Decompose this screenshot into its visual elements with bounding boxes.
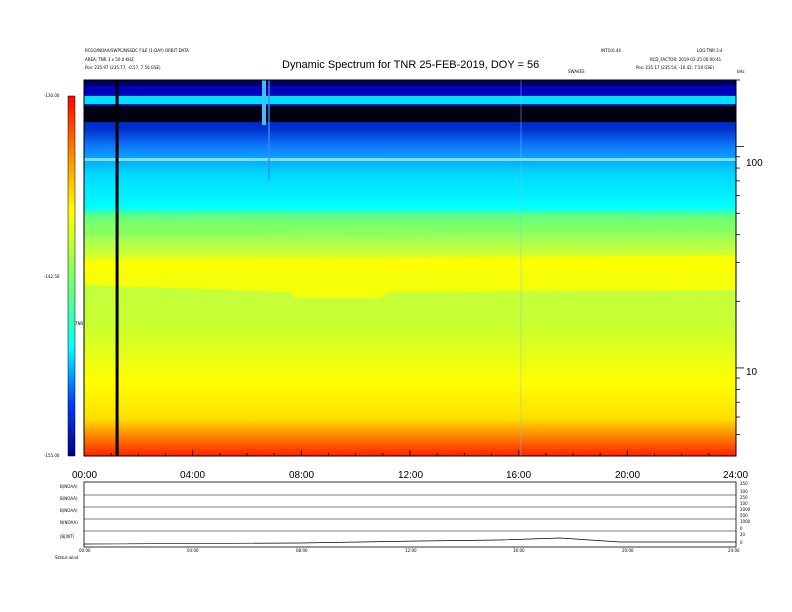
- y-tick-label-100: 100: [746, 158, 763, 169]
- subpanel-label: B(NOAA): [60, 496, 78, 501]
- y-ticks: [736, 79, 744, 435]
- top-band-black: [84, 106, 736, 122]
- subpanel-right-tick: 2000: [740, 507, 751, 512]
- subpanel-right-tick: 1000: [740, 519, 751, 524]
- subpanel-right-tick: 20: [740, 532, 746, 537]
- header-left-line2: AREA: TNR 3 x 50.0 KHZ: [85, 57, 134, 62]
- colorbar-units: TNR: [75, 321, 84, 326]
- subpanel-time-label: 00:00: [79, 548, 91, 553]
- colorbar: [67, 95, 76, 457]
- mid-line-cyan: [84, 158, 736, 161]
- subpanel-right-tick: 100: [740, 501, 748, 506]
- top-band-cyan: [84, 96, 736, 104]
- subpanel-time-label: 20:00: [622, 548, 634, 553]
- header-right-mid: RCD_FACTOR: 2019-02-25 00:00:41: [650, 57, 722, 62]
- streak-2: [268, 80, 270, 180]
- corner-tag: kHz: [737, 69, 745, 74]
- subpanel-right-tick: 250: [740, 481, 748, 486]
- y-tick-label-10: 10: [746, 367, 758, 378]
- x-tick-label: 08:00: [289, 470, 315, 481]
- x-tick-label: 00:00: [72, 470, 98, 481]
- data-gap-line: [115, 80, 119, 456]
- colorbar-mid-label: -142.50: [44, 274, 60, 279]
- streak-3: [520, 80, 522, 456]
- header-center-small: SWAVES: [568, 69, 585, 74]
- chart-title: Dynamic Spectrum for TNR 25-FEB-2019, DO…: [282, 59, 540, 71]
- subpanel-time-label: 12:00: [405, 548, 417, 553]
- subpanel-label: |B|(NT): [60, 534, 74, 539]
- subpanel-label: N(NOAA): [60, 520, 78, 525]
- x-tick-label: 04:00: [180, 470, 206, 481]
- header-right-top1: INTO:0.44: [601, 48, 621, 53]
- subpanel-label: B(NOAA): [60, 508, 78, 513]
- header-left-line3: Pos: 235.97 (235.77, -0.57, 7.50 GSE): [85, 65, 161, 70]
- top-band-dark: [84, 80, 736, 86]
- yellow-band: [84, 255, 736, 298]
- x-tick-label: 16:00: [506, 470, 532, 481]
- subpanel-time-label: 16:00: [513, 548, 525, 553]
- x-tick-label: 12:00: [398, 470, 424, 481]
- b-trace: [83, 537, 736, 545]
- colorbar-top-label: -130.00: [44, 93, 60, 98]
- subpanel-right-tick: 100: [740, 489, 748, 494]
- x-tick-label: 24:00: [723, 470, 749, 481]
- header-right-line3: Pos: 235.17 (235.54, -10.42, 7.50 GSE): [636, 65, 715, 70]
- subpanel-frame: [83, 481, 737, 548]
- header-left-line1: RCGO/NOAA/SWPC/NSSDC FILE (1-DAY) ORBIT …: [85, 48, 189, 53]
- top-band-blue: [84, 86, 736, 94]
- green-edge: [84, 220, 736, 236]
- colorbar-bottom-label: -155.00: [44, 453, 60, 458]
- x-tick-label: 20:00: [615, 470, 641, 481]
- subpanel-right-tick: 500: [740, 513, 748, 518]
- subpanel-right-tick: 0: [740, 540, 743, 545]
- subpanel-time-label: 04:00: [187, 548, 199, 553]
- subpanel-right-tick: 250: [740, 495, 748, 500]
- subpanel-label: B(NOAA): [60, 484, 78, 489]
- subpanel-time-label: 08:00: [296, 548, 308, 553]
- streak-1: [262, 80, 266, 125]
- x-ticks: [83, 450, 737, 456]
- header-right-top2: LOG:TNR:3:4: [697, 48, 723, 53]
- subpanel-time-label: 24:00: [728, 548, 740, 553]
- subpanel-right-tick: 0: [740, 526, 743, 531]
- subpanel-footer: Status wind: [55, 555, 79, 560]
